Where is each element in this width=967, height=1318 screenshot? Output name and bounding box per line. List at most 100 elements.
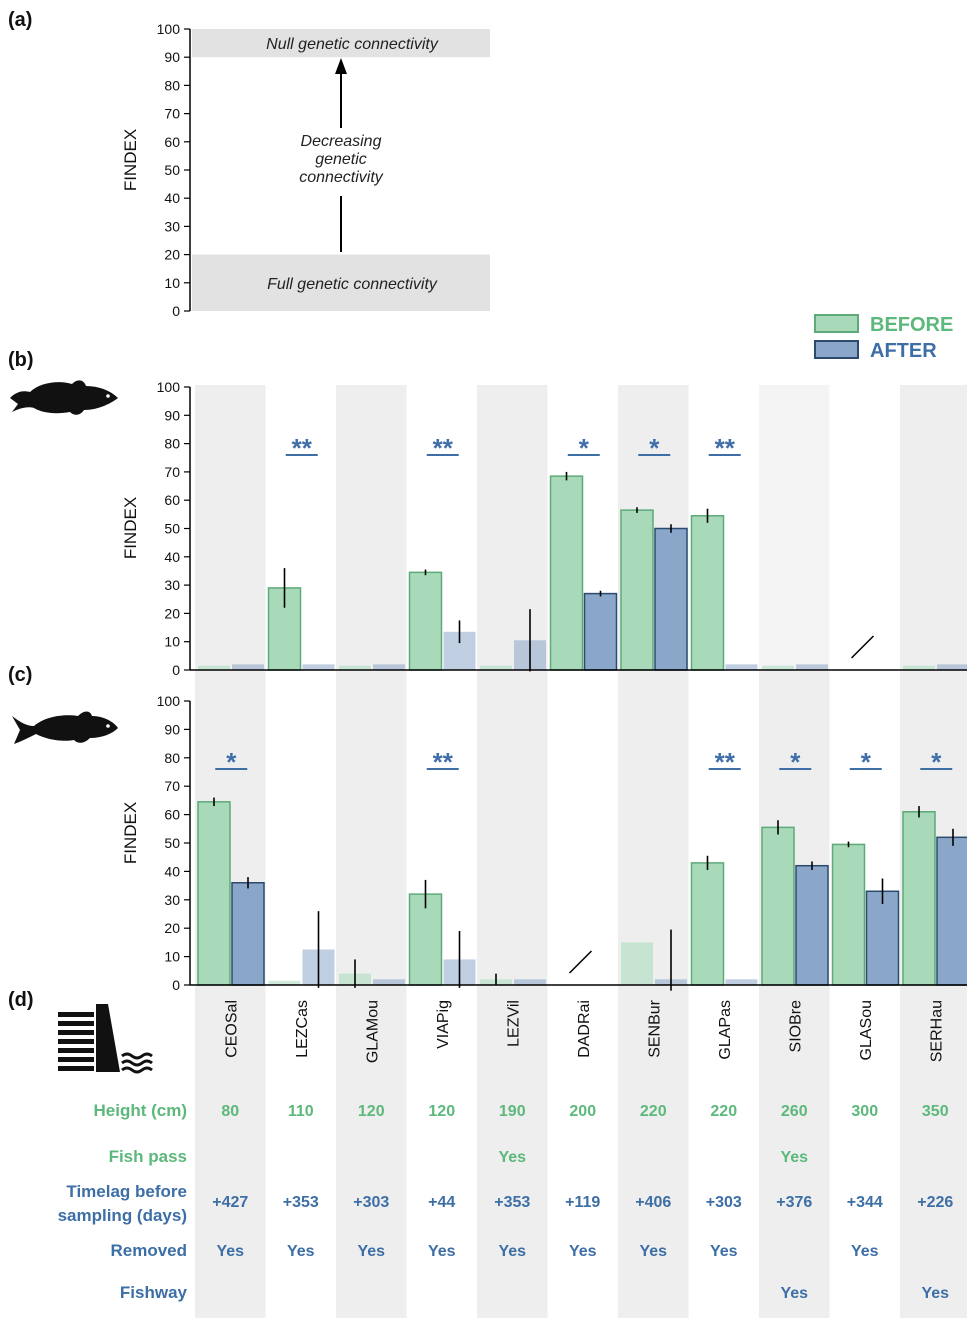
y-tick-label: 70 — [164, 778, 180, 794]
bar-before-GLASou — [831, 843, 866, 986]
legend-after-label: AFTER — [870, 340, 937, 362]
y-tick-label: 50 — [164, 521, 180, 537]
cell-3-2: Yes — [357, 1243, 385, 1260]
decreasing-label-line1: Decreasing — [301, 133, 382, 150]
cell-3-5: Yes — [569, 1243, 597, 1260]
row-header-4: Fishway — [120, 1283, 188, 1302]
significance-SERHau: * — [931, 747, 942, 777]
cell-0-3: 120 — [428, 1103, 455, 1120]
significance-VIAPig: ** — [433, 433, 454, 463]
y-tick-label: 60 — [164, 492, 180, 508]
bar-after-GLAMou — [373, 979, 405, 985]
panel-label-c: (c) — [8, 664, 32, 686]
cell-2-8: +376 — [776, 1194, 812, 1211]
y-tick-label: 40 — [164, 549, 180, 565]
cell-3-3: Yes — [428, 1243, 456, 1260]
cell-0-5: 200 — [569, 1103, 596, 1120]
bar-before-SIOBre — [762, 665, 794, 670]
fish-icon-b — [10, 380, 118, 415]
y-tick-label: 80 — [164, 77, 180, 93]
cell-4-8: Yes — [780, 1285, 808, 1302]
panel-a: Null genetic connectivity Full genetic c… — [121, 21, 490, 319]
significance-GLAPas: ** — [715, 433, 736, 463]
y-tick-label: 70 — [164, 464, 180, 480]
site-label-CEOSal: CEOSal — [223, 1000, 240, 1058]
cell-1-8: Yes — [780, 1149, 808, 1166]
bar-after-GLAPas — [725, 664, 758, 670]
legend-before-label: BEFORE — [870, 314, 953, 336]
cell-2-9: +344 — [847, 1194, 883, 1211]
site-label-DADRai: DADRai — [576, 1000, 593, 1058]
site-label-SENBur: SENBur — [646, 999, 663, 1057]
cell-3-4: Yes — [498, 1243, 526, 1260]
y-tick-label: 10 — [164, 949, 180, 965]
cell-3-7: Yes — [710, 1243, 738, 1260]
significance-SIOBre: * — [790, 747, 801, 777]
bar-after-LEZVil — [514, 979, 546, 985]
bar-after-SENBur — [654, 527, 688, 671]
y-tick-label: 90 — [164, 49, 180, 65]
significance-DADRai: * — [579, 433, 590, 463]
y-tick-label: 0 — [172, 303, 180, 319]
y-tick-label: 70 — [164, 106, 180, 122]
bar-after-GLASou — [865, 890, 900, 986]
significance-VIAPig: ** — [433, 747, 454, 777]
y-tick-label: 90 — [164, 721, 180, 737]
cell-2-3: +44 — [428, 1194, 455, 1211]
cell-0-7: 220 — [710, 1103, 737, 1120]
cell-2-2: +303 — [353, 1194, 389, 1211]
row-header-2-line1: sampling (days) — [58, 1206, 187, 1225]
bar-after-CEOSal — [231, 882, 265, 986]
fish-icon-c — [12, 711, 118, 744]
significance-GLASou: * — [861, 747, 872, 777]
cell-0-1: 110 — [288, 1103, 314, 1120]
bar-after-SIOBre — [795, 864, 829, 986]
bar-before-VIAPig — [408, 893, 443, 986]
bar-after-LEZCas — [302, 664, 335, 670]
bar-before-DADRai — [549, 475, 584, 671]
cell-0-9: 300 — [851, 1103, 878, 1120]
column-shade-light — [759, 385, 830, 671]
bar-before-GLAPas — [690, 515, 725, 671]
column-shade — [477, 385, 548, 1318]
legend-before-swatch — [814, 314, 859, 333]
bar-before-GLAPas — [690, 862, 725, 986]
missing-data-mark — [850, 635, 875, 659]
bar-before-LEZCas — [268, 980, 301, 985]
site-table: Height (cm) 80 110 120 120 190 200 220 220 260 300… — [58, 1101, 954, 1302]
null-connectivity-label: Null genetic connectivity — [266, 36, 439, 53]
row-header-2-line0: Timelag before — [66, 1182, 187, 1201]
y-tick-label: 100 — [157, 693, 181, 709]
arrow-up-icon — [335, 58, 347, 74]
row-header-1: Fish pass — [109, 1147, 187, 1166]
cell-2-6: +406 — [635, 1194, 671, 1211]
y-tick-label: 100 — [157, 21, 181, 37]
bar-before-CEOSal — [197, 801, 231, 986]
y-tick-label: 20 — [164, 920, 180, 936]
y-tick-label: 40 — [164, 190, 180, 206]
cell-2-4: +353 — [494, 1194, 530, 1211]
cell-2-7: +303 — [706, 1194, 742, 1211]
significance-CEOSal: * — [226, 747, 237, 777]
bar-after-GLAMou — [373, 664, 405, 670]
bar-after-SERHau — [937, 664, 967, 670]
site-label-VIAPig: VIAPig — [435, 1000, 452, 1049]
y-tick-label: 60 — [164, 134, 180, 150]
cell-0-2: 120 — [358, 1103, 385, 1120]
cell-2-0: +427 — [212, 1194, 248, 1211]
site-label-GLAMou: GLAMou — [364, 1000, 381, 1063]
decreasing-label-line2: genetic — [315, 151, 367, 168]
y-tick-label: 60 — [164, 807, 180, 823]
y-tick-label: 50 — [164, 162, 180, 178]
y-tick-label: 50 — [164, 835, 180, 851]
bar-before-SERHau — [902, 811, 936, 986]
y-tick-label: 100 — [157, 379, 181, 395]
bar-after-SERHau — [936, 836, 967, 986]
cell-2-10: +226 — [917, 1194, 953, 1211]
site-label-SERHau: SERHau — [928, 1000, 945, 1062]
cell-0-0: 80 — [221, 1103, 239, 1120]
site-labels: CEOSal LEZCas GLAMou VIAPig LEZVil DADRai SENB… — [223, 999, 945, 1063]
cell-3-6: Yes — [639, 1243, 667, 1260]
